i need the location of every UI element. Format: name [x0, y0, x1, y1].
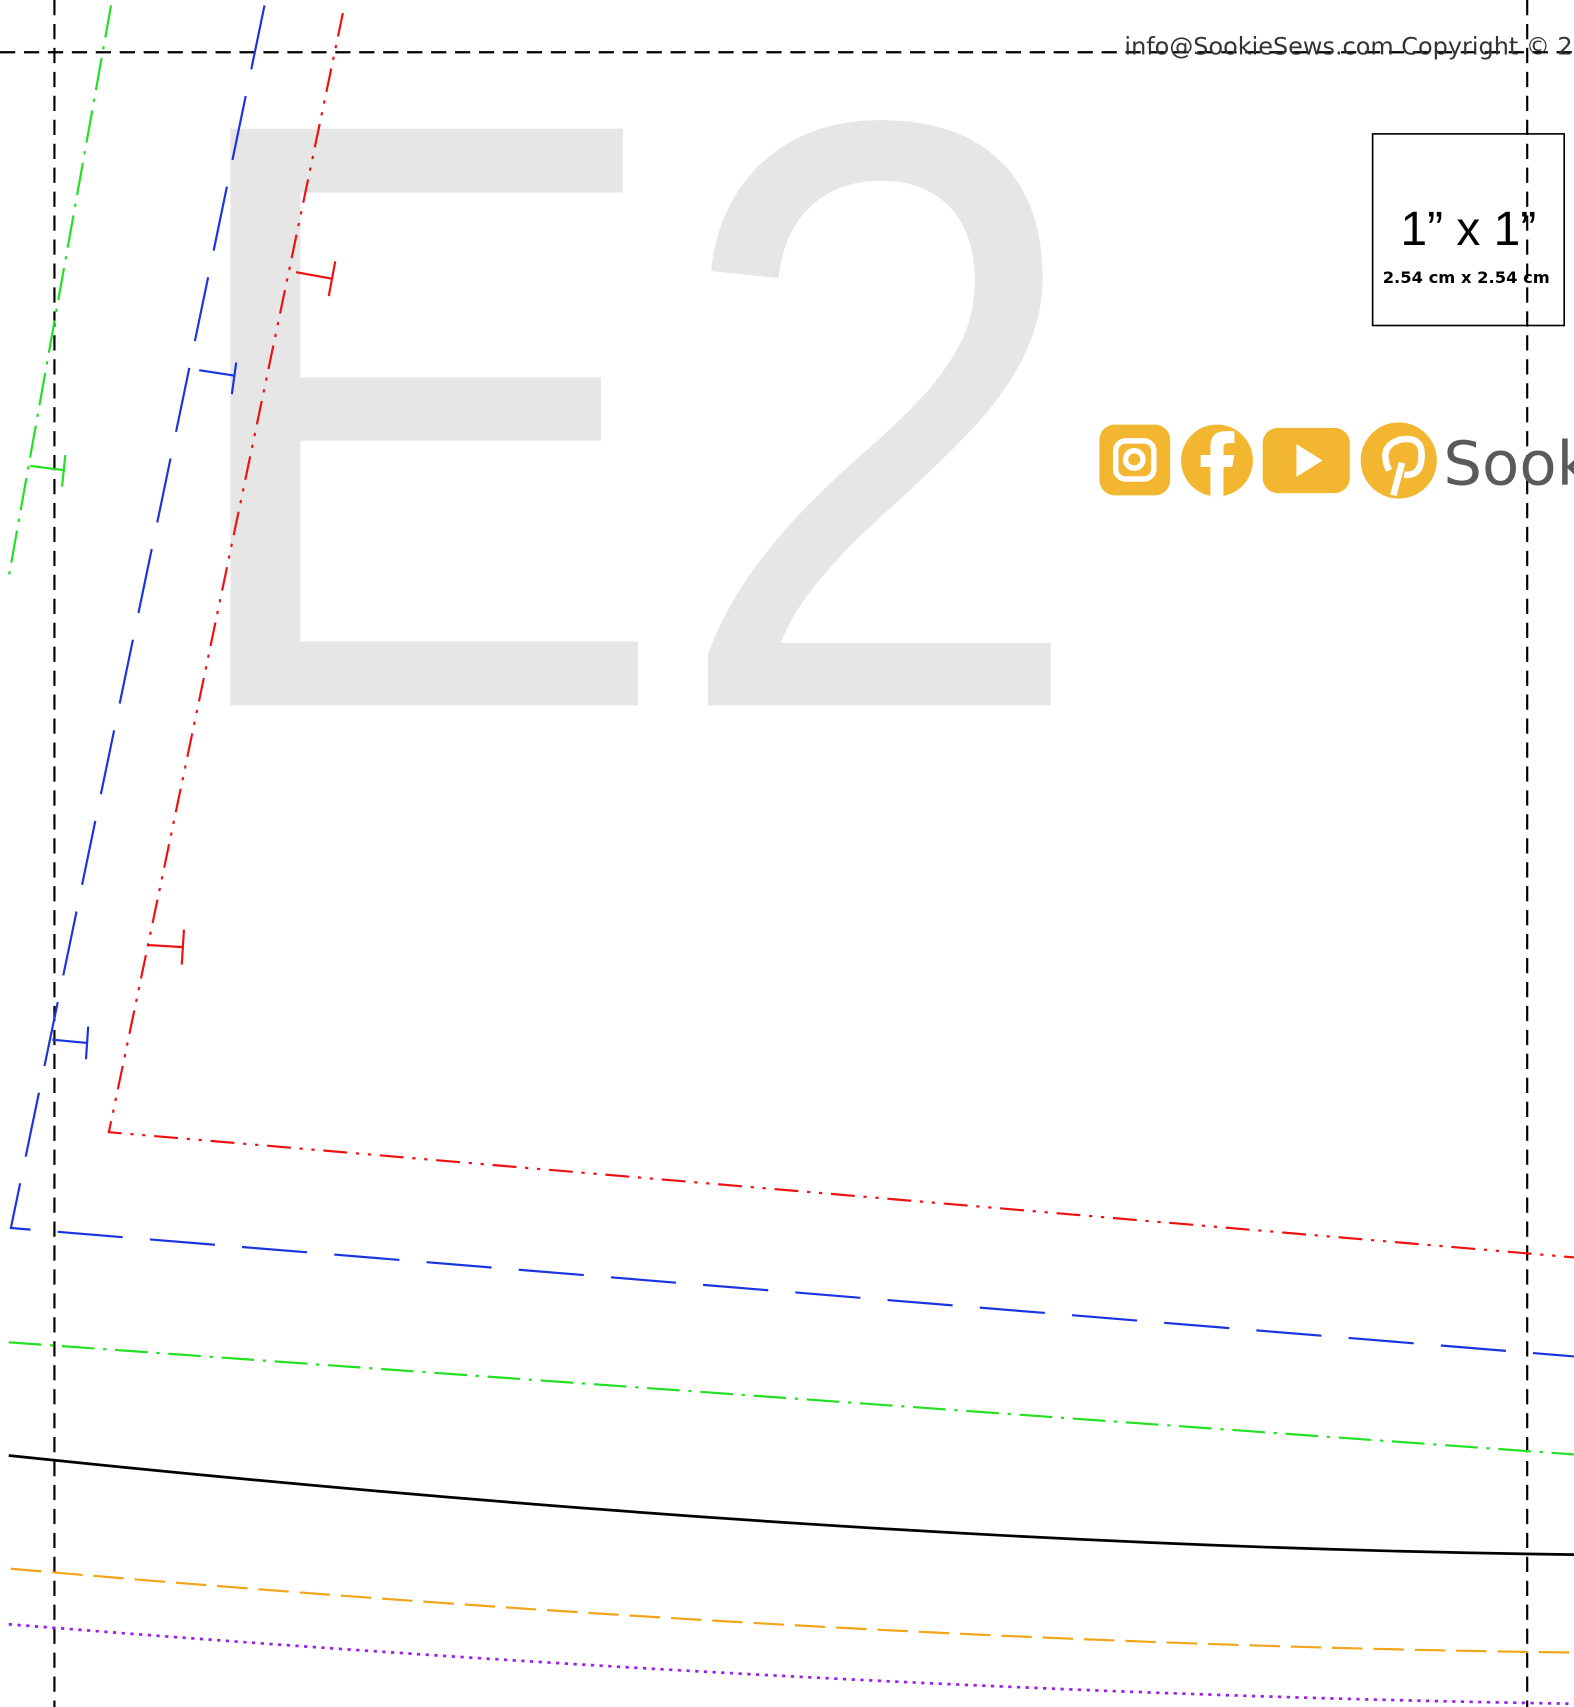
size-line-red	[107, 12, 1574, 1259]
size-line-purple	[8, 1622, 1574, 1706]
size-line-black	[8, 1454, 1574, 1556]
footer-text: info@SookieSews.com Copyright © 20	[1124, 32, 1574, 60]
size-line-green	[7, 5, 1574, 1456]
brand-text: Sook	[1443, 428, 1574, 499]
scale-subtitle: 2.54 cm x 2.54 cm	[1383, 268, 1550, 287]
scale-title: 1” x 1”	[1401, 203, 1537, 256]
instagram-icon	[1099, 424, 1171, 496]
page-label: E2	[169, 0, 1089, 883]
size-line-orange	[10, 1567, 1574, 1654]
social-icons	[1099, 422, 1437, 499]
scale-box	[1371, 133, 1566, 327]
size-line-blue	[9, 5, 1574, 1358]
